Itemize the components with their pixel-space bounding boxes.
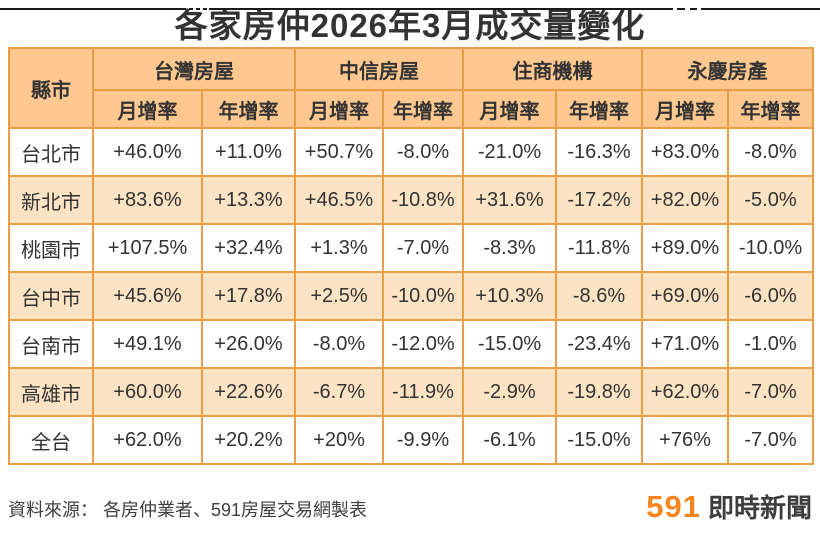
table-row-taichung: 台中市 +45.6% +17.8% +2.5% -10.0% +10.3% -8… — [8, 271, 814, 321]
subheader-yoy: 年增率 — [555, 89, 643, 129]
value-cell: -10.8% — [382, 175, 464, 225]
value-cell: -19.8% — [555, 367, 643, 417]
table-row-tainan: 台南市 +49.1% +26.0% -8.0% -12.0% -15.0% -2… — [8, 319, 814, 369]
infographic-page: { "page": { "title": "各家房仲2026年3月成交量變化",… — [0, 8, 820, 535]
city-cell: 桃園市 — [8, 223, 94, 273]
value-cell: +2.5% — [294, 271, 384, 321]
value-cell: +76% — [641, 415, 729, 465]
value-cell: +20% — [294, 415, 384, 465]
value-cell: +26.0% — [201, 319, 296, 369]
value-cell: +62.0% — [641, 367, 729, 417]
value-cell: +89.0% — [641, 223, 729, 273]
table-row-taipei: 台北市 +46.0% +11.0% +50.7% -8.0% -21.0% -1… — [8, 127, 814, 177]
value-cell: -1.0% — [727, 319, 814, 369]
value-cell: -12.0% — [382, 319, 464, 369]
value-cell: -16.3% — [555, 127, 643, 177]
brand-suffix-text: 即時新聞 — [707, 493, 812, 523]
value-cell: -6.1% — [462, 415, 557, 465]
value-cell: -23.4% — [555, 319, 643, 369]
table-row-nationwide: 全台 +62.0% +20.2% +20% -9.9% -6.1% -15.0%… — [8, 415, 814, 465]
value-cell: +22.6% — [201, 367, 296, 417]
value-cell: -8.0% — [382, 127, 464, 177]
value-cell: -10.0% — [382, 271, 464, 321]
value-cell: +62.0% — [92, 415, 203, 465]
value-cell: +107.5% — [92, 223, 203, 273]
subheader-mom: 月增率 — [462, 89, 557, 129]
agency-header-chinatrust: 中信房屋 — [294, 47, 464, 91]
value-cell: -10.0% — [727, 223, 814, 273]
brand-logo-591-news: 591 即時新聞 — [646, 488, 812, 525]
value-cell: -15.0% — [462, 319, 557, 369]
value-cell: -8.0% — [727, 127, 814, 177]
value-cell: -8.6% — [555, 271, 643, 321]
subheader-mom: 月增率 — [641, 89, 729, 129]
value-cell: +46.5% — [294, 175, 384, 225]
value-cell: -21.0% — [462, 127, 557, 177]
city-cell: 全台 — [8, 415, 94, 465]
city-cell: 台北市 — [8, 127, 94, 177]
subheader-yoy: 年增率 — [727, 89, 814, 129]
subheader-mom: 月增率 — [294, 89, 384, 129]
page-title: 各家房仲2026年3月成交量變化 — [174, 7, 646, 44]
city-cell: 高雄市 — [8, 367, 94, 417]
value-cell: -6.7% — [294, 367, 384, 417]
value-cell: +10.3% — [462, 271, 557, 321]
value-cell: +83.6% — [92, 175, 203, 225]
value-cell: +11.0% — [201, 127, 296, 177]
value-cell: +46.0% — [92, 127, 203, 177]
value-cell: +13.3% — [201, 175, 296, 225]
value-cell: +31.6% — [462, 175, 557, 225]
value-cell: -6.0% — [727, 271, 814, 321]
agency-header-hb-group: 住商機構 — [462, 47, 643, 91]
value-cell: -15.0% — [555, 415, 643, 465]
value-cell: +60.0% — [92, 367, 203, 417]
city-cell: 台中市 — [8, 271, 94, 321]
footer: 資料來源： 各房仲業者、591房屋交易網製表 591 即時新聞 — [8, 488, 812, 525]
value-cell: +32.4% — [201, 223, 296, 273]
city-cell: 台南市 — [8, 319, 94, 369]
table-row-taoyuan: 桃園市 +107.5% +32.4% +1.3% -7.0% -8.3% -11… — [8, 223, 814, 273]
agency-header-taiwan-housing: 台灣房屋 — [92, 47, 296, 91]
value-cell: -9.9% — [382, 415, 464, 465]
value-cell: +50.7% — [294, 127, 384, 177]
value-cell: -5.0% — [727, 175, 814, 225]
value-cell: -7.0% — [727, 415, 814, 465]
value-cell: +49.1% — [92, 319, 203, 369]
city-cell: 新北市 — [8, 175, 94, 225]
value-cell: +45.6% — [92, 271, 203, 321]
agency-header-yungching: 永慶房產 — [641, 47, 814, 91]
value-cell: +71.0% — [641, 319, 729, 369]
subheader-yoy: 年增率 — [201, 89, 296, 129]
brand-591-text: 591 — [646, 489, 701, 524]
corner-header-city: 縣市 — [8, 47, 94, 129]
subheader-yoy: 年增率 — [382, 89, 464, 129]
value-cell: -8.0% — [294, 319, 384, 369]
subheader-mom: 月增率 — [92, 89, 203, 129]
value-cell: +17.8% — [201, 271, 296, 321]
value-cell: +1.3% — [294, 223, 384, 273]
value-cell: -2.9% — [462, 367, 557, 417]
value-cell: +69.0% — [641, 271, 729, 321]
value-cell: -11.9% — [382, 367, 464, 417]
value-cell: -7.0% — [382, 223, 464, 273]
transaction-volume-table: 縣市 台灣房屋 中信房屋 住商機構 永慶房產 月增率 年增率 月增率 年增率 月… — [8, 47, 814, 465]
source-note: 資料來源： 各房仲業者、591房屋交易網製表 — [8, 500, 368, 520]
table-row-kaohsiung: 高雄市 +60.0% +22.6% -6.7% -11.9% -2.9% -19… — [8, 367, 814, 417]
value-cell: +82.0% — [641, 175, 729, 225]
value-cell: +20.2% — [201, 415, 296, 465]
value-cell: -7.0% — [727, 367, 814, 417]
value-cell: -8.3% — [462, 223, 557, 273]
value-cell: +83.0% — [641, 127, 729, 177]
top-edge-line — [0, 8, 820, 10]
table-row-newtaipei: 新北市 +83.6% +13.3% +46.5% -10.8% +31.6% -… — [8, 175, 814, 225]
value-cell: -17.2% — [555, 175, 643, 225]
value-cell: -11.8% — [555, 223, 643, 273]
